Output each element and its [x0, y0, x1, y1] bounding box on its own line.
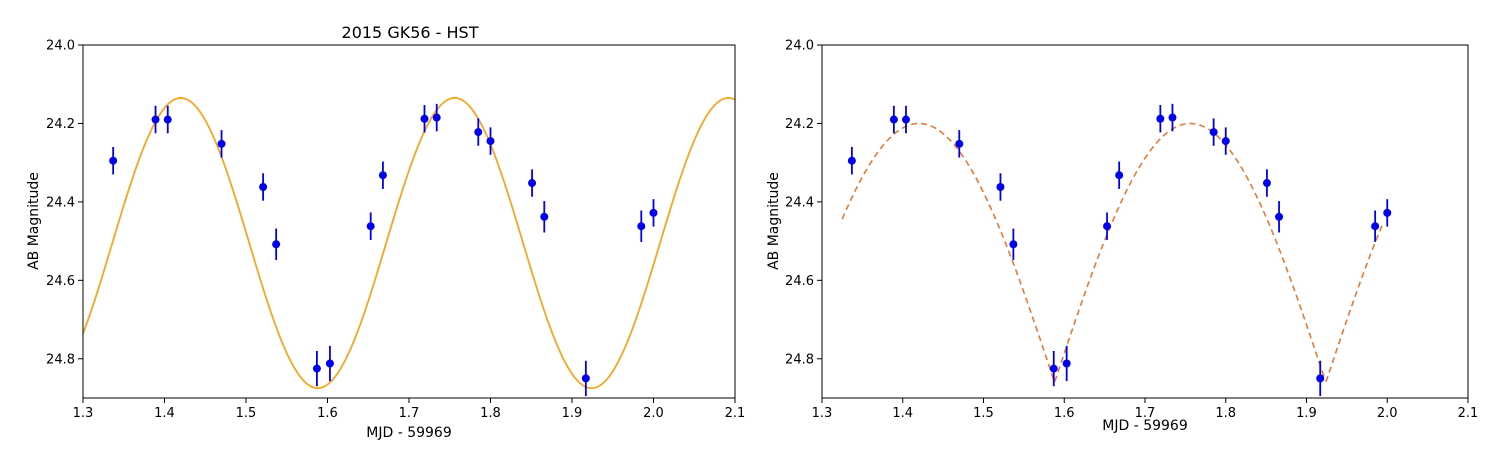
right-data-point	[1221, 137, 1230, 146]
left-x-tick-label: 1.9	[562, 406, 583, 421]
right-x-tick-label: 1.3	[812, 406, 833, 421]
right-data-point	[1262, 179, 1271, 188]
left-x-axis-label: MJD - 59969	[366, 425, 451, 441]
right-x-tick-label: 1.6	[1054, 406, 1075, 421]
right-data-point	[1156, 114, 1165, 123]
left-data-point	[486, 137, 495, 146]
right-y-tick-label: 24.0	[785, 39, 814, 54]
left-panel: 2015 GK56 - HST 1.3 1.4 1.5 1.6 1.7 1.8 1.9 2.0…	[26, 23, 745, 441]
left-data-point	[474, 128, 483, 137]
left-data-point	[109, 156, 118, 165]
left-data-point	[540, 212, 549, 221]
left-y-axis-label: AB Magnitude	[26, 172, 42, 270]
right-y-tick-label: 24.8	[785, 352, 814, 367]
left-data-point	[432, 113, 441, 122]
left-data-point	[272, 240, 281, 249]
left-data-point	[378, 171, 387, 180]
right-data-point	[1062, 359, 1071, 368]
right-panel: 1.3 1.4 1.5 1.6 1.7 1.8 1.9 2.0 2.1 24.0 24.2 24.4…	[766, 39, 1478, 435]
right-data-point	[955, 139, 964, 148]
right-y-ticks: 24.0 24.2 24.4 24.6 24.8	[785, 39, 822, 367]
left-fit-curve	[83, 97, 735, 390]
left-x-tick-label: 1.3	[73, 406, 94, 421]
right-x-tick-label: 1.4	[892, 406, 913, 421]
right-x-tick-label: 1.7	[1135, 406, 1156, 421]
left-data-point	[649, 208, 658, 217]
left-plot-marks	[83, 97, 735, 397]
right-y-tick-label: 24.4	[785, 195, 814, 210]
right-data-point	[847, 156, 856, 165]
right-x-ticks: 1.3 1.4 1.5 1.6 1.7 1.8 1.9 2.0 2.1	[812, 398, 1479, 421]
right-data-point	[1371, 222, 1380, 231]
left-x-ticks: 1.3 1.4 1.5 1.6 1.7 1.8 1.9 2.0 2.1	[73, 398, 746, 421]
right-plot-frame	[821, 44, 1469, 399]
right-data-point	[1103, 222, 1112, 231]
left-data-point	[637, 222, 646, 231]
right-plot-marks	[841, 103, 1392, 397]
left-x-tick-label: 1.5	[236, 406, 257, 421]
left-y-tick-label: 24.6	[46, 274, 75, 289]
right-x-tick-label: 2.0	[1377, 406, 1398, 421]
right-data-point	[1049, 364, 1058, 373]
right-data-point	[889, 115, 898, 124]
right-data-point	[1316, 374, 1325, 383]
right-x-tick-label: 2.1	[1458, 406, 1479, 421]
right-y-tick-label: 24.2	[785, 117, 814, 132]
right-data-point	[1383, 208, 1392, 217]
left-data-point	[581, 374, 590, 383]
left-y-tick-label: 24.0	[46, 39, 75, 54]
right-data-point	[1009, 240, 1018, 249]
left-data-point	[366, 222, 375, 231]
left-data-point	[420, 114, 429, 123]
left-x-tick-label: 2.1	[725, 406, 746, 421]
right-y-tick-label: 24.6	[785, 274, 814, 289]
right-data-point	[996, 182, 1005, 191]
left-data-point	[151, 115, 160, 124]
left-data-point	[259, 182, 268, 191]
right-data-point	[1209, 128, 1218, 137]
left-data-point	[528, 179, 537, 188]
right-fit-curve-dashed	[841, 122, 1384, 385]
left-y-tick-label: 24.4	[46, 195, 75, 210]
left-data-point	[217, 139, 226, 148]
right-y-axis-label: AB Magnitude	[766, 172, 782, 270]
right-x-tick-label: 1.5	[973, 406, 994, 421]
left-x-tick-label: 1.6	[317, 406, 338, 421]
left-data-point	[163, 115, 172, 124]
left-x-tick-label: 2.0	[643, 406, 664, 421]
right-data-point	[1168, 113, 1177, 122]
right-data-point	[1115, 171, 1124, 180]
left-x-tick-label: 1.8	[480, 406, 501, 421]
left-x-tick-label: 1.7	[399, 406, 420, 421]
right-x-tick-label: 1.9	[1296, 406, 1317, 421]
left-y-ticks: 24.0 24.2 24.4 24.6 24.8	[46, 39, 83, 367]
right-x-tick-label: 1.8	[1215, 406, 1236, 421]
left-y-tick-label: 24.8	[46, 352, 75, 367]
right-data-point	[1275, 212, 1284, 221]
left-data-point	[325, 359, 334, 368]
left-data-point	[312, 364, 321, 373]
right-x-axis-label: MJD - 59969	[1102, 418, 1187, 434]
right-data-point	[901, 115, 910, 124]
left-y-tick-label: 24.2	[46, 117, 75, 132]
left-x-tick-label: 1.4	[154, 406, 175, 421]
left-chart-title: 2015 GK56 - HST	[342, 23, 479, 42]
